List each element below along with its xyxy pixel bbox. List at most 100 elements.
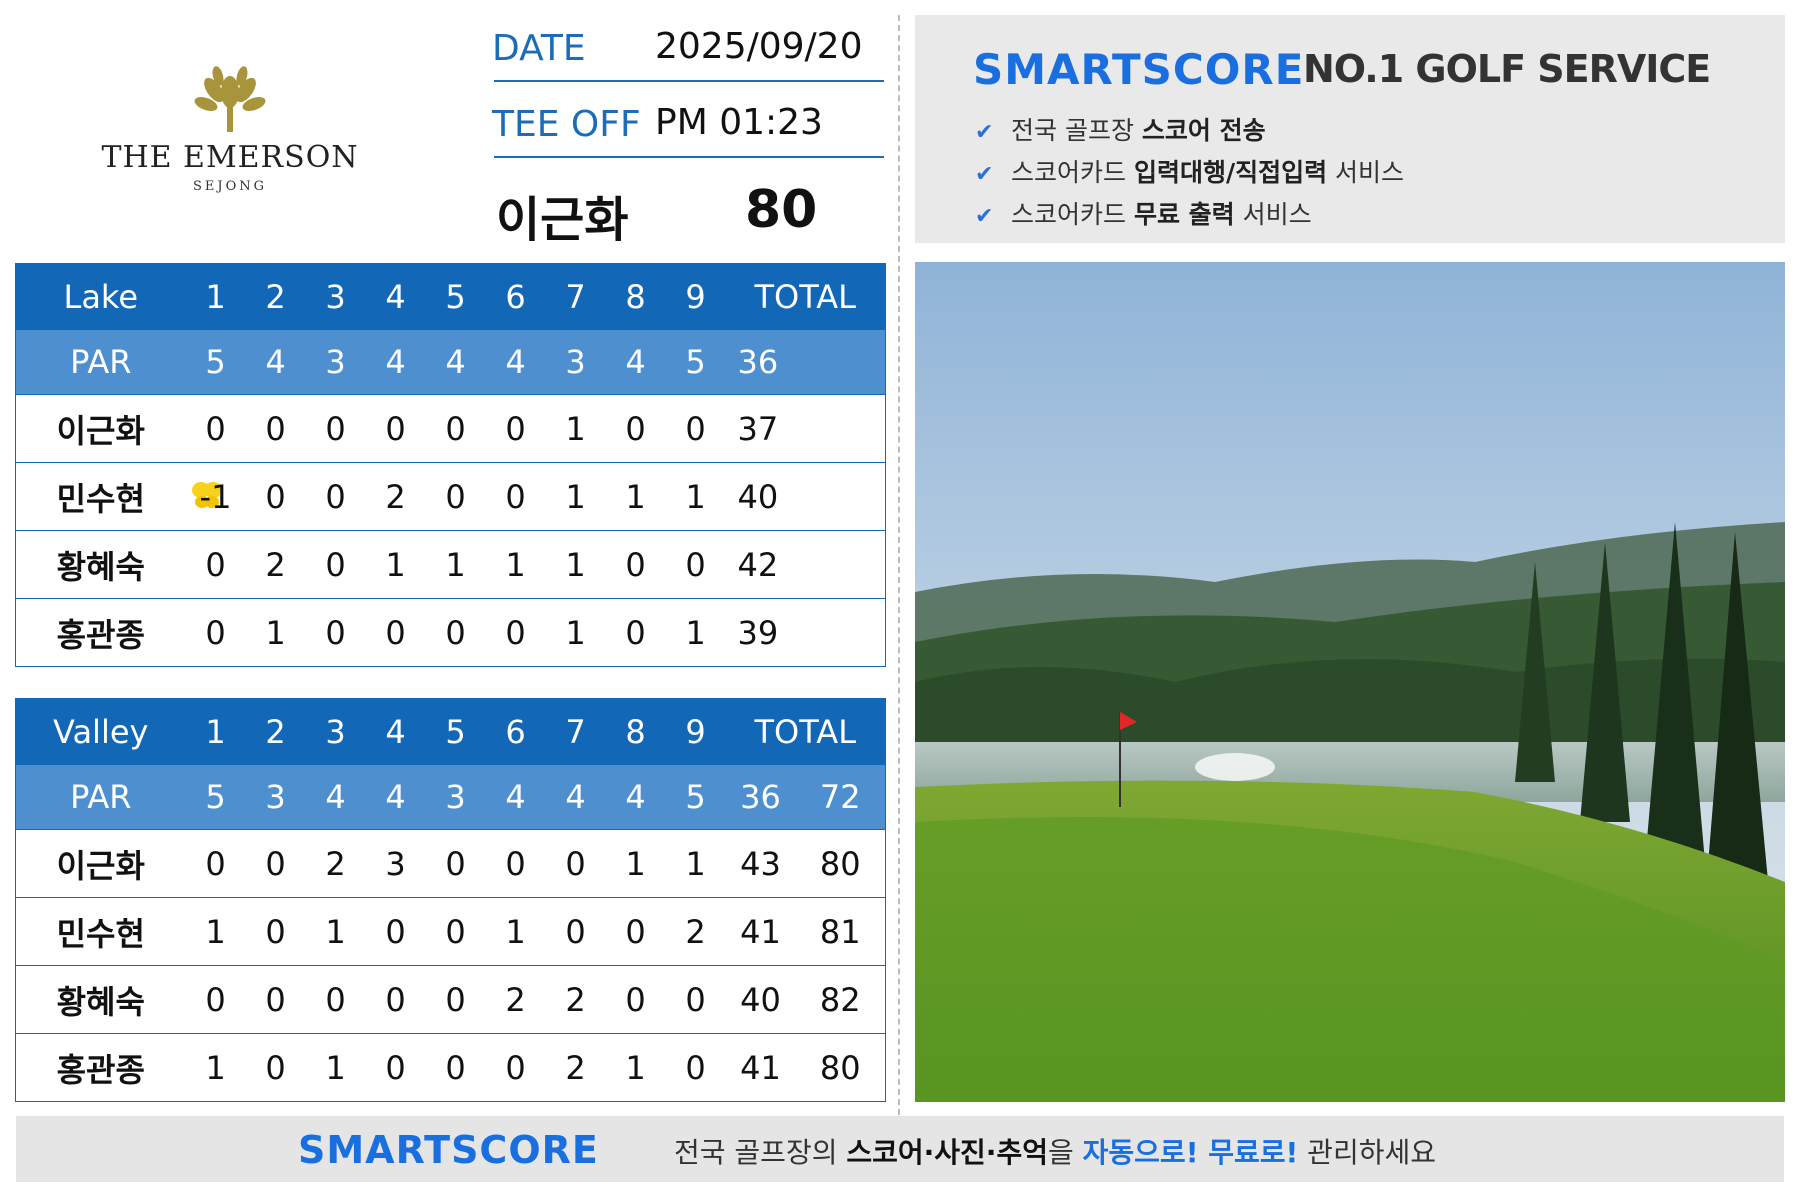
hole-number: 8 [606, 699, 666, 766]
player-name: 황혜숙 [16, 531, 186, 599]
score-cell: 1 [606, 463, 666, 531]
score-cell: 0 [426, 830, 486, 898]
score-cell: 0 [486, 830, 546, 898]
footer-brand: SMARTSCORE [298, 1128, 599, 1172]
total-cell: 43 [726, 830, 796, 898]
score-cell: 0 [246, 463, 306, 531]
table-row: 홍관종 1 0 1 0 0 0 2 1 0 41 80 [16, 1034, 886, 1102]
score-cell: 1 [606, 830, 666, 898]
score-cell: 0 [486, 463, 546, 531]
score-cell: 1 [546, 395, 606, 463]
par-cell: 3 [306, 330, 366, 395]
valley-header-row: Valley 1 2 3 4 5 6 7 8 9 TOTAL [16, 699, 886, 766]
par-cell: 4 [426, 330, 486, 395]
hole-number: 3 [306, 699, 366, 766]
score-cell: 0 [486, 1034, 546, 1102]
player-name: 홍관종 [16, 1034, 186, 1102]
par-cell: 4 [606, 765, 666, 830]
score-cell: 0 [606, 395, 666, 463]
score-cell: 2 [246, 531, 306, 599]
total-cell: 42 [726, 531, 886, 599]
footer-message: 전국 골프장의 스코어·사진·추억을 자동으로! 무료로! 관리하세요 [674, 1131, 1436, 1171]
table-row: 이근화 0 0 0 0 0 0 1 0 0 37 [16, 395, 886, 463]
par-cell: 5 [666, 330, 726, 395]
par-cell: 4 [366, 765, 426, 830]
promo-tagline: NO.1 GOLF SERVICE [1303, 47, 1710, 91]
hole-number: 2 [246, 264, 306, 331]
check-icon: ✔ [975, 162, 1011, 187]
par-cell: 4 [486, 765, 546, 830]
hole-number: 4 [366, 699, 426, 766]
total-header: TOTAL [726, 264, 886, 331]
hole-number: 6 [486, 264, 546, 331]
score-cell: 0 [606, 898, 666, 966]
score-cell: 0 [486, 599, 546, 667]
score-cell: 1 [186, 898, 246, 966]
smartscore-logo: SMARTSCORE [973, 45, 1304, 94]
table-row: 이근화 0 0 2 3 0 0 0 1 1 43 80 [16, 830, 886, 898]
check-icon: ✔ [975, 204, 1011, 229]
hole-number: 5 [426, 264, 486, 331]
feature-item: ✔ 전국 골프장 스코어 전송 [975, 111, 1266, 147]
player-name: 이근화 [16, 830, 186, 898]
score-cell: 1 [546, 531, 606, 599]
score-cell: 0 [366, 395, 426, 463]
score-cell: 0 [186, 531, 246, 599]
score-cell: 0 [366, 898, 426, 966]
score-cell: 0 [186, 395, 246, 463]
promo-panel: SMARTSCORE NO.1 GOLF SERVICE ✔ 전국 골프장 스코어… [915, 15, 1785, 243]
score-cell: 2 [366, 463, 426, 531]
course-label: Valley [16, 699, 186, 766]
par-cell: 4 [306, 765, 366, 830]
score-cell: 0 [366, 966, 426, 1034]
score-cell: 3 [366, 830, 426, 898]
score-cell: 0 [306, 531, 366, 599]
lake-scorecard: Lake 1 2 3 4 5 6 7 8 9 TOTAL PAR 5 4 3 4… [15, 263, 886, 667]
score-cell: 1 [366, 531, 426, 599]
date-label: DATE [492, 28, 586, 69]
score-cell: 1 [666, 599, 726, 667]
grand-total-cell: 80 [796, 1034, 886, 1102]
score-cell: 0 [426, 463, 486, 531]
par-grand-total: 72 [796, 765, 886, 830]
hole-number: 8 [606, 264, 666, 331]
score-cell: 0 [486, 395, 546, 463]
hole-number: 3 [306, 264, 366, 331]
score-cell: 0 [306, 599, 366, 667]
date-value: 2025/09/20 [655, 26, 863, 67]
hole-number: 1 [186, 264, 246, 331]
total-cell: 37 [726, 395, 886, 463]
table-row: 황혜숙 0 0 0 0 0 2 2 0 0 40 82 [16, 966, 886, 1034]
grand-total-cell: 80 [796, 830, 886, 898]
player-name: 황혜숙 [16, 966, 186, 1034]
score-cell: 0 [246, 830, 306, 898]
score-cell: 1 [186, 1034, 246, 1102]
score-cell: 2 [546, 966, 606, 1034]
main-player-name: 이근화 [496, 180, 628, 250]
golf-course-photo [915, 262, 1785, 1102]
tee-off-value: PM 01:23 [655, 102, 823, 143]
par-cell: 4 [246, 330, 306, 395]
score-cell: 0 [546, 898, 606, 966]
score-cell: 0 [666, 966, 726, 1034]
total-cell: 40 [726, 966, 796, 1034]
score-cell: 0 [186, 830, 246, 898]
score-cell: 0 [246, 395, 306, 463]
par-cell: 5 [186, 765, 246, 830]
course-location: SEJONG [100, 179, 360, 194]
score-cell: -1 [186, 463, 246, 531]
par-cell: 3 [426, 765, 486, 830]
score-cell: 1 [246, 599, 306, 667]
score-cell: 0 [306, 966, 366, 1034]
course-logo: THE EMERSON SEJONG [100, 62, 360, 212]
total-header: TOTAL [726, 699, 886, 766]
par-cell: 4 [606, 330, 666, 395]
score-cell: 0 [366, 599, 426, 667]
score-cell: 0 [426, 966, 486, 1034]
score-cell: 0 [426, 599, 486, 667]
hole-number: 1 [186, 699, 246, 766]
valley-scorecard: Valley 1 2 3 4 5 6 7 8 9 TOTAL PAR 5 3 4… [15, 698, 886, 1102]
tree-logo-icon [190, 62, 270, 134]
score-cell: 1 [606, 1034, 666, 1102]
score-cell: 0 [606, 966, 666, 1034]
